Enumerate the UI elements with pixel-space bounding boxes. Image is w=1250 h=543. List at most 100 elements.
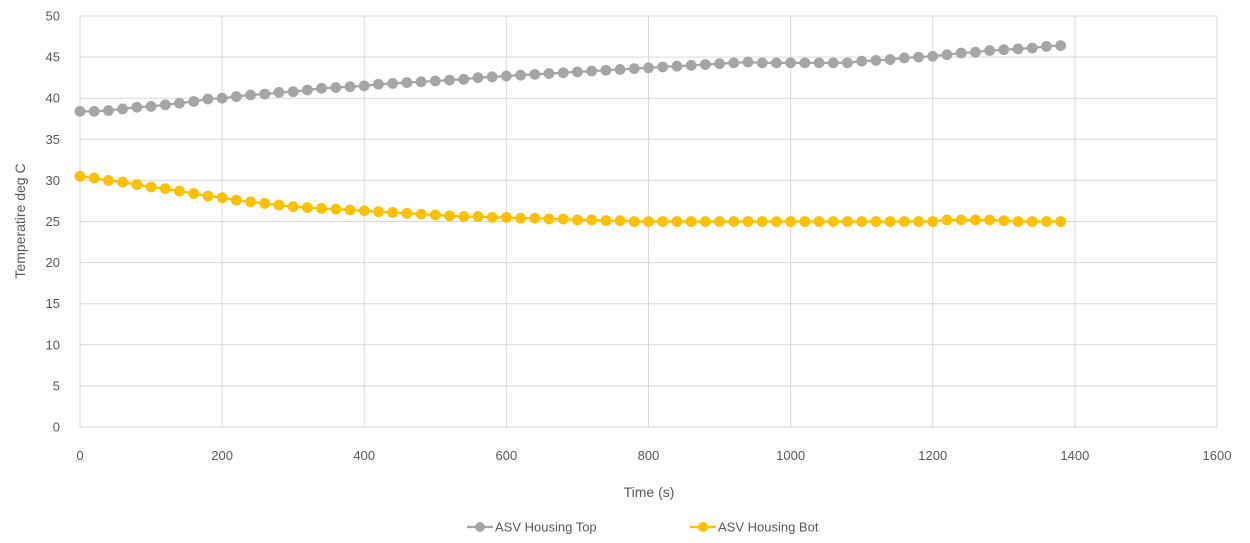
- series-line: [80, 44, 1061, 113]
- x-axis-title: Time (s): [624, 484, 675, 500]
- x-tick-label: 400: [353, 448, 375, 463]
- data-point: [927, 216, 939, 227]
- data-point: [529, 212, 541, 224]
- data-point: [486, 211, 498, 223]
- data-point: [998, 215, 1010, 227]
- data-point: [685, 216, 697, 227]
- data-point: [330, 82, 342, 93]
- data-point: [557, 213, 569, 225]
- data-point: [117, 103, 129, 115]
- data-point: [1012, 216, 1024, 227]
- data-point: [159, 99, 171, 111]
- data-point: [699, 59, 711, 70]
- x-tick-label: 0: [76, 448, 83, 463]
- data-point: [117, 176, 129, 188]
- data-point: [1055, 40, 1067, 51]
- data-point: [671, 60, 683, 72]
- data-point: [785, 216, 797, 227]
- data-point: [643, 62, 654, 74]
- data-point: [913, 216, 924, 227]
- data-point: [415, 76, 427, 88]
- data-point: [742, 56, 754, 68]
- y-tick-label: 45: [46, 50, 60, 65]
- data-point: [543, 68, 555, 79]
- data-point: [799, 216, 811, 227]
- data-point: [1041, 41, 1052, 52]
- data-point: [273, 199, 285, 211]
- data-point: [1041, 216, 1052, 227]
- data-point: [103, 175, 114, 186]
- data-point: [572, 214, 583, 226]
- legend-item[interactable]: ASV Housing Top: [467, 520, 597, 535]
- data-point: [842, 216, 853, 227]
- data-point: [643, 216, 654, 227]
- data-point: [1055, 216, 1067, 227]
- data-point: [714, 58, 725, 70]
- data-point: [429, 75, 441, 87]
- data-point: [287, 201, 299, 213]
- data-point: [955, 47, 967, 59]
- data-point: [444, 210, 455, 222]
- data-point: [586, 214, 598, 226]
- x-tick-label: 600: [496, 448, 518, 463]
- data-point: [458, 73, 470, 85]
- data-point: [785, 57, 797, 69]
- data-point: [174, 185, 185, 197]
- data-point: [373, 78, 384, 90]
- legend-item[interactable]: ASV Housing Bot: [690, 520, 819, 535]
- data-point: [813, 216, 825, 227]
- data-point: [88, 105, 100, 117]
- data-point: [316, 82, 328, 94]
- data-point: [728, 57, 740, 69]
- data-point: [500, 70, 512, 82]
- data-point: [145, 101, 157, 112]
- data-point: [827, 216, 839, 227]
- y-tick-label: 35: [46, 132, 60, 147]
- legend[interactable]: ASV Housing Top ASV Housing Bot: [467, 520, 819, 535]
- data-point: [273, 87, 285, 98]
- legend-marker: [475, 522, 485, 532]
- data-point: [984, 214, 995, 226]
- data-point: [600, 215, 612, 227]
- data-point: [728, 216, 740, 227]
- data-point: [742, 216, 754, 227]
- data-point: [756, 57, 768, 69]
- data-point: [884, 216, 896, 227]
- data-point: [586, 65, 598, 77]
- data-point: [998, 44, 1010, 56]
- data-point: [387, 207, 399, 218]
- data-point: [614, 64, 626, 75]
- x-axis-ticks: 0 200 400 600 800 1000 1200 1400 1600: [76, 448, 1231, 463]
- data-point: [401, 77, 413, 88]
- x-tick-label: 200: [211, 448, 233, 463]
- data-point: [799, 57, 811, 69]
- data-point: [870, 54, 882, 66]
- data-point: [813, 57, 825, 69]
- data-point: [984, 45, 995, 56]
- data-point: [472, 211, 484, 222]
- data-point: [245, 89, 256, 101]
- series-line: [79, 175, 1061, 223]
- data-point: [884, 54, 896, 65]
- data-point: [927, 50, 939, 62]
- series-group: [74, 40, 1067, 227]
- data-point: [429, 209, 441, 221]
- data-point: [486, 71, 498, 83]
- data-point: [188, 188, 200, 199]
- x-tick-label: 1000: [776, 448, 805, 463]
- data-point: [145, 181, 157, 193]
- y-tick-label: 25: [46, 214, 60, 229]
- data-point: [856, 216, 868, 227]
- data-point: [771, 216, 782, 227]
- data-point: [1026, 42, 1038, 54]
- y-tick-label: 0: [53, 420, 60, 435]
- data-point: [259, 88, 271, 100]
- data-point: [714, 216, 725, 227]
- data-point: [344, 81, 356, 93]
- data-point: [415, 208, 427, 220]
- data-point: [685, 59, 697, 71]
- data-point: [699, 216, 711, 227]
- data-point: [259, 198, 271, 209]
- y-tick-label: 40: [46, 91, 60, 106]
